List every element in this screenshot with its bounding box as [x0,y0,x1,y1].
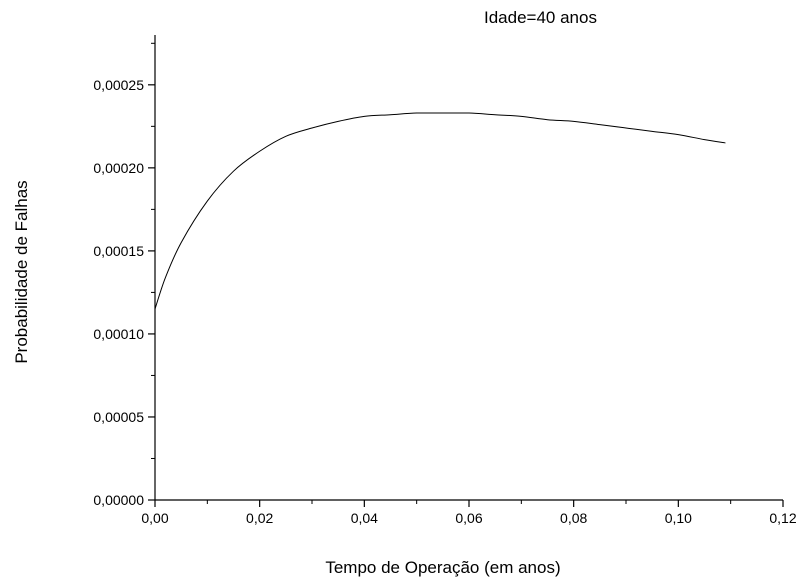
y-tick-label: 0,00025 [93,77,144,93]
y-tick-label: 0,00010 [93,326,144,342]
x-tick-label: 0,00 [141,510,168,526]
y-tick-label: 0,00015 [93,243,144,259]
x-tick-label: 0,08 [560,510,587,526]
x-tick-label: 0,06 [455,510,482,526]
chart-annotation: Idade=40 anos [484,8,597,27]
plot-area: 0,00 0,02 0,04 0,06 0,08 0,10 0,12 0,00000 0,000… [93,35,797,526]
x-axis-title: Tempo de Operação (em anos) [325,558,560,577]
x-tick-label: 0,12 [769,510,796,526]
series-line [154,112,726,310]
y-tick-label: 0,00020 [93,160,144,176]
x-tick-label: 0,10 [665,510,692,526]
x-tick-label: 0,02 [246,510,273,526]
y-tick-label: 0,00000 [93,492,144,508]
y-axis-title: Probabilidade de Falhas [12,180,31,363]
x-tick-label: 0,04 [351,510,378,526]
y-tick-label: 0,00005 [93,409,144,425]
